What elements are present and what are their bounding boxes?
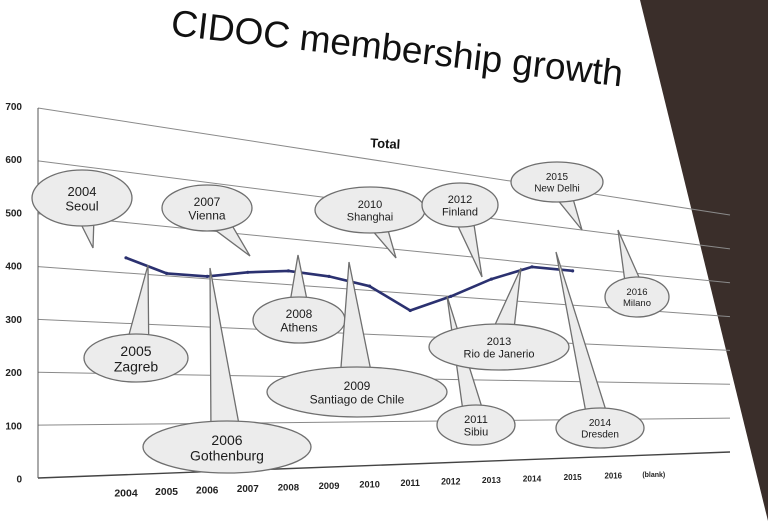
data-point	[246, 270, 250, 274]
x-tick-label: 2009	[319, 480, 340, 491]
callout-year: 2011	[464, 414, 488, 426]
callout-city: Shanghai	[347, 211, 394, 223]
data-point	[449, 294, 453, 298]
callout-city: Athens	[280, 320, 317, 334]
x-tick-label: 2012	[441, 476, 461, 486]
callout-year: 2007	[194, 195, 221, 209]
callout-year: 2006	[211, 432, 242, 448]
x-tick-label: 2014	[523, 473, 542, 483]
x-tick-label: 2011	[400, 478, 419, 488]
data-point	[124, 256, 128, 260]
callout-city: Gothenburg	[190, 447, 264, 463]
x-tick-label: 2013	[482, 475, 501, 485]
callout-year: 2014	[589, 418, 612, 429]
callout-year: 2004	[68, 184, 97, 199]
y-tick-label: 300	[5, 315, 22, 326]
data-point	[327, 274, 331, 278]
callout-city: Zagreb	[114, 358, 159, 374]
x-tick-label: 2004	[114, 488, 138, 500]
y-tick-label: 100	[5, 421, 22, 432]
callout-year: 2013	[487, 336, 511, 348]
data-point	[489, 277, 493, 281]
callout-city: Seoul	[65, 198, 98, 213]
callout-year: 2008	[286, 307, 313, 321]
data-point	[368, 284, 372, 288]
callout-city: Finland	[442, 206, 478, 218]
x-tick-label: 2005	[155, 487, 178, 498]
callout-city: Santiago de Chile	[310, 392, 405, 406]
callout-city: Rio de Janerio	[464, 348, 535, 360]
callout-year: 2012	[448, 194, 472, 206]
y-tick-label: 500	[5, 208, 22, 219]
callout-city: Vienna	[188, 208, 225, 222]
x-tick-label: (blank)	[642, 472, 665, 479]
callout-city: Milano	[623, 298, 651, 309]
callout-year: 2016	[626, 287, 647, 298]
gridline	[37, 318, 731, 351]
data-point	[286, 269, 290, 273]
x-tick-label: 2007	[237, 484, 259, 495]
data-point	[205, 274, 209, 278]
y-tick-label: 0	[16, 475, 22, 486]
gridline	[37, 213, 731, 284]
callout-city: Sibiu	[464, 426, 488, 438]
y-tick-label: 400	[5, 262, 22, 273]
callout-year: 2015	[546, 172, 569, 183]
data-point	[408, 308, 412, 313]
data-point	[165, 271, 169, 275]
x-tick-label: 2016	[604, 471, 622, 480]
data-point	[571, 269, 575, 273]
x-tick-label: 2008	[278, 483, 300, 494]
y-tick-label: 600	[5, 155, 22, 166]
callout-layer: 2004Seoul2005Zagreb2006Gothenburg2007Vie…	[31, 161, 670, 474]
y-tick-label: 700	[5, 102, 22, 113]
x-tick-label: 2010	[359, 480, 379, 490]
gridline	[37, 451, 731, 479]
callout-year: 2005	[120, 343, 151, 359]
y-tick-label: 200	[5, 368, 22, 379]
callout-city: New Delhi	[534, 184, 580, 195]
callout-year: 2010	[358, 199, 382, 211]
gridline	[37, 107, 731, 216]
data-point	[530, 265, 534, 269]
callout-year: 2009	[344, 379, 371, 393]
x-tick-label: 2015	[564, 473, 582, 482]
chart-title: Total	[370, 135, 401, 152]
callout-city: Dresden	[581, 430, 619, 441]
x-tick-label: 2006	[196, 486, 219, 497]
